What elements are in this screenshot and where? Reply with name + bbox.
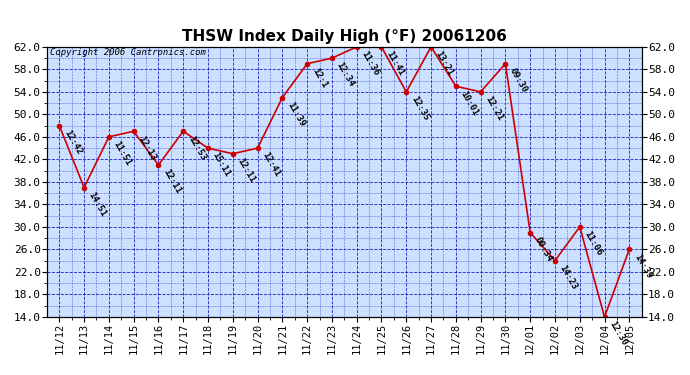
Text: 15:11: 15:11 <box>210 151 232 178</box>
Text: 13:21: 13:21 <box>434 50 455 77</box>
Text: 12:41: 12:41 <box>260 151 282 178</box>
Text: 11:36: 11:36 <box>359 50 381 77</box>
Text: 09:30: 09:30 <box>508 66 529 94</box>
Text: 00:34: 00:34 <box>533 235 554 263</box>
Text: 12:34: 12:34 <box>335 61 356 88</box>
Text: Copyright 2006 Cantronics.com: Copyright 2006 Cantronics.com <box>50 48 206 57</box>
Text: 12:13: 12:13 <box>137 134 158 162</box>
Text: 12:42: 12:42 <box>62 128 83 156</box>
Text: 11:39: 11:39 <box>285 100 306 128</box>
Text: 11:06: 11:06 <box>582 230 604 257</box>
Text: 14:39: 14:39 <box>632 252 653 280</box>
Text: 14:51: 14:51 <box>87 190 108 218</box>
Text: 10:01: 10:01 <box>459 89 480 117</box>
Text: 12:53: 12:53 <box>186 134 207 162</box>
Title: THSW Index Daily High (°F) 20061206: THSW Index Daily High (°F) 20061206 <box>182 29 506 44</box>
Text: 12:35: 12:35 <box>409 94 431 122</box>
Text: 12:30: 12:30 <box>607 320 629 347</box>
Text: 11:51: 11:51 <box>112 140 133 167</box>
Text: 12:1: 12:1 <box>310 66 328 90</box>
Text: 12:11: 12:11 <box>235 156 257 184</box>
Text: 12:11: 12:11 <box>161 168 182 195</box>
Text: 12:21: 12:21 <box>484 94 504 122</box>
Text: 14:23: 14:23 <box>558 263 579 291</box>
Text: 11:41: 11:41 <box>384 50 406 77</box>
